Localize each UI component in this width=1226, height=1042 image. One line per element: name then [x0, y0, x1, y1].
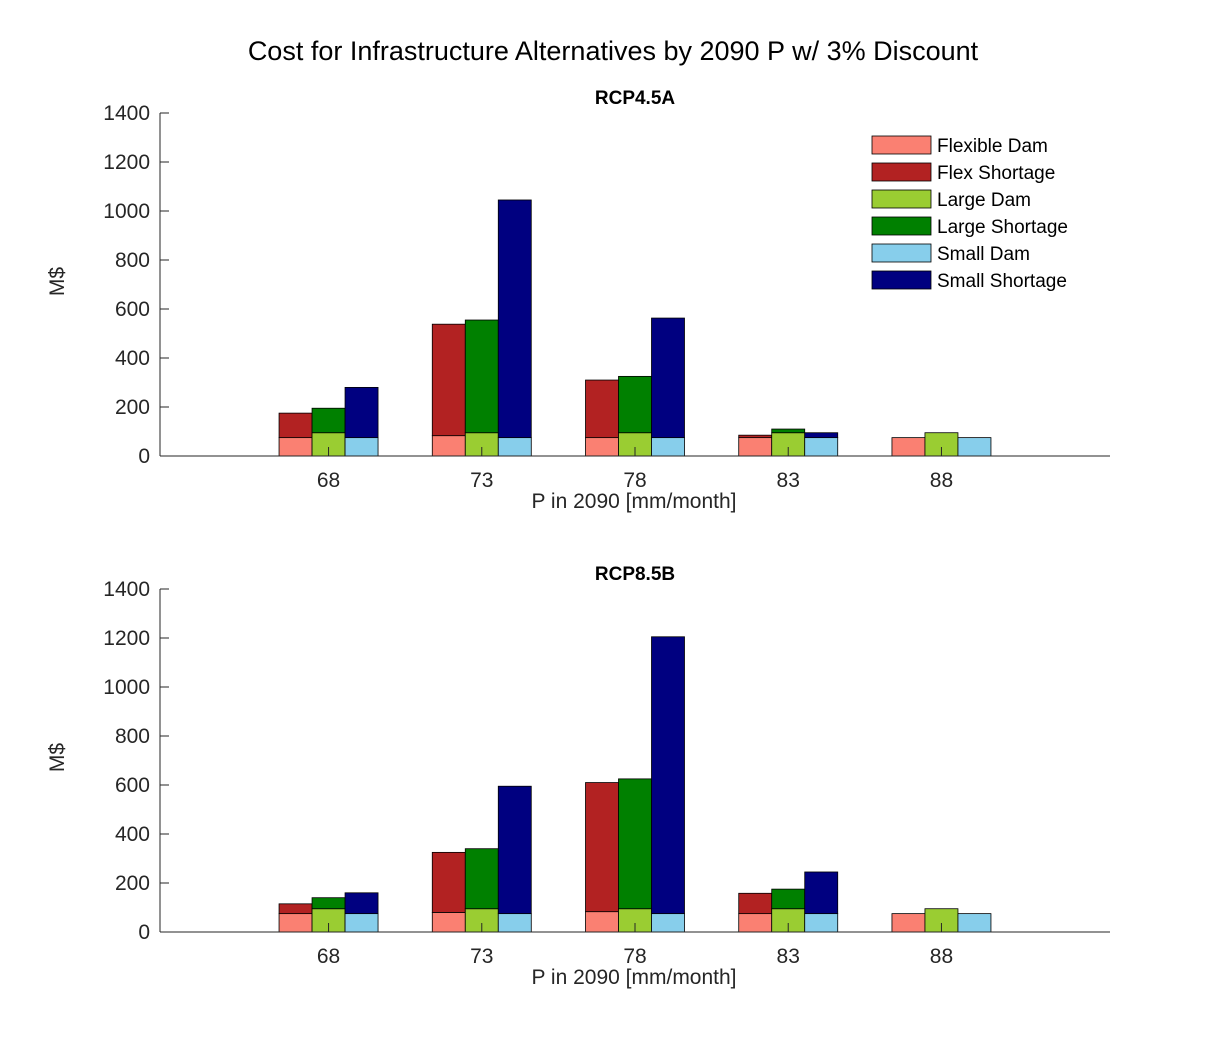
bars [278, 199, 992, 457]
x-tick-label: 68 [317, 945, 340, 968]
bar-small-shortage-68 [344, 892, 379, 915]
y-tick-label: 1400 [103, 578, 150, 601]
chart-panel-1: RCP4.5A 0 200 400 600 800 1000 1200 1400 68 73 78 83… [46, 88, 1110, 513]
legend-label: Flex Shortage [937, 163, 1055, 184]
bar-large-shortage-83 [771, 888, 806, 910]
y-tick-label: 200 [115, 872, 150, 895]
x-axis-label: P in 2090 [mm/month] [531, 966, 736, 989]
legend-swatch [871, 243, 932, 263]
bar-flexible-shortage-73 [431, 851, 466, 913]
x-axis-label: P in 2090 [mm/month] [531, 490, 736, 513]
y-axis-label: M$ [46, 267, 69, 296]
panel-title: RCP4.5A [595, 88, 676, 109]
x-tick-label: 83 [777, 945, 800, 968]
bar-small-shortage-73 [497, 199, 532, 439]
bar-small-dam-83 [804, 913, 839, 933]
y-tick-label: 1200 [103, 151, 150, 174]
bar-small-shortage-78 [651, 317, 685, 439]
bar-flexible-dam-73 [431, 912, 466, 933]
bar-flexible-shortage-68 [278, 903, 313, 915]
bar-large-shortage-68 [311, 897, 346, 910]
bar-flexible-shortage-78 [585, 782, 619, 913]
legend-label: Small Shortage [937, 271, 1067, 292]
x-tick-label: 83 [777, 469, 800, 492]
y-tick-label: 1400 [103, 102, 150, 125]
y-tick-label: 800 [115, 725, 150, 748]
bar-large-shortage-73 [464, 848, 499, 910]
bar-small-dam-68 [344, 913, 379, 933]
y-tick-label: 600 [115, 774, 150, 797]
y-tick-label: 400 [115, 823, 150, 846]
legend-swatch [871, 270, 932, 290]
x-tick-label: 68 [317, 469, 340, 492]
legend-swatch [871, 162, 932, 182]
bar-small-shortage-83 [804, 871, 839, 915]
y-tick-label: 0 [138, 445, 150, 468]
bar-flexible-dam-88 [891, 913, 926, 933]
figure-title: Cost for Infrastructure Alternatives by … [248, 36, 979, 66]
bar-flexible-shortage-83 [738, 434, 773, 439]
bar-small-dam-68 [344, 437, 379, 457]
legend-swatch [871, 135, 932, 155]
bar-large-shortage-78 [618, 778, 652, 910]
y-tick-label: 600 [115, 298, 150, 321]
bar-large-shortage-78 [618, 375, 652, 434]
bar-flexible-dam-68 [278, 437, 313, 457]
y-tick-label: 200 [115, 396, 150, 419]
legend: Flexible Dam Flex Shortage Large Dam Large … [871, 135, 1068, 292]
legend-label: Large Dam [937, 190, 1031, 211]
x-tick-label: 88 [930, 945, 953, 968]
bar-flexible-shortage-68 [278, 412, 313, 439]
x-tick-label: 78 [623, 945, 646, 968]
bar-flexible-dam-68 [278, 913, 313, 933]
y-axis-label: M$ [46, 743, 69, 772]
y-tick-label: 1000 [103, 200, 150, 223]
legend-label: Small Dam [937, 244, 1030, 265]
x-tick-label: 73 [470, 469, 493, 492]
chart-panel-2: RCP8.5B 0 200 400 600 800 1000 1200 1400 68 73 78 83… [46, 564, 1110, 989]
bar-flexible-dam-88 [891, 437, 926, 457]
bar-large-shortage-68 [311, 407, 346, 434]
y-tick-label: 800 [115, 249, 150, 272]
x-tick-label: 78 [623, 469, 646, 492]
y-tick-label: 400 [115, 347, 150, 370]
bar-flexible-shortage-73 [431, 323, 466, 437]
legend-swatch [871, 216, 932, 236]
bar-flexible-dam-73 [431, 435, 466, 457]
bars [278, 636, 992, 933]
y-tick-label: 0 [138, 921, 150, 944]
bar-flexible-shortage-78 [585, 379, 619, 439]
bar-large-shortage-73 [464, 319, 499, 434]
bar-small-dam-73 [497, 437, 532, 457]
bar-small-dam-73 [497, 913, 532, 933]
bar-small-dam-78 [651, 437, 685, 457]
legend-swatch [871, 189, 932, 209]
legend-label: Large Shortage [937, 217, 1068, 238]
bar-small-shortage-73 [497, 785, 532, 915]
y-tick-label: 1000 [103, 676, 150, 699]
bar-flexible-dam-78 [585, 911, 619, 933]
x-tick-label: 88 [930, 469, 953, 492]
bar-small-shortage-78 [651, 636, 685, 915]
x-tick-label: 73 [470, 945, 493, 968]
chart-panels: RCP4.5A 0 200 400 600 800 1000 1200 1400 68 73 78 83… [46, 88, 1110, 989]
legend-label: Flexible Dam [937, 136, 1048, 157]
bar-flexible-dam-78 [585, 437, 619, 457]
bar-small-dam-78 [651, 913, 685, 933]
bar-small-dam-88 [957, 437, 992, 457]
bar-flexible-shortage-83 [738, 892, 773, 915]
bar-small-shortage-68 [344, 386, 379, 439]
bar-large-shortage-83 [771, 428, 806, 434]
bar-flexible-dam-83 [738, 913, 773, 933]
bar-small-dam-83 [804, 437, 839, 457]
panel-title: RCP8.5B [595, 564, 675, 585]
y-tick-label: 1200 [103, 627, 150, 650]
bar-small-shortage-83 [804, 432, 839, 439]
bar-small-dam-88 [957, 913, 992, 933]
bar-flexible-dam-83 [738, 437, 773, 457]
